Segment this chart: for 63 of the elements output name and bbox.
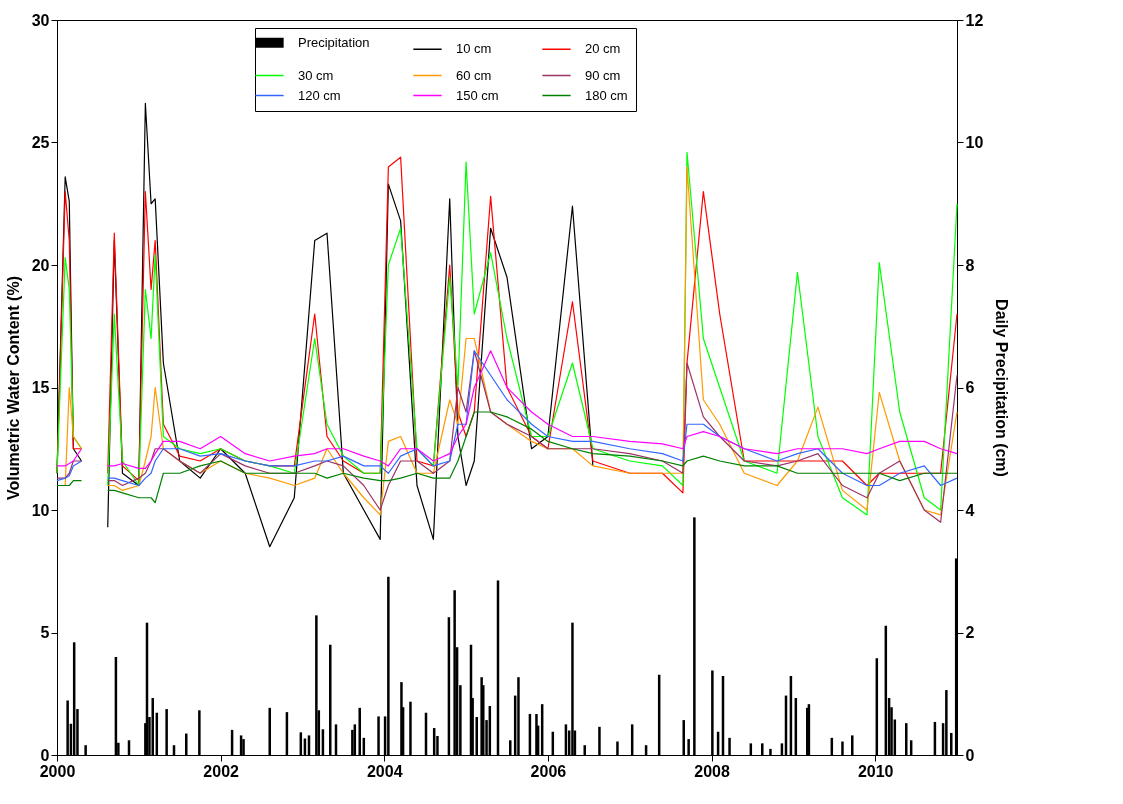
bar (950, 732, 953, 755)
bar (453, 590, 456, 755)
bar (377, 716, 380, 755)
bar (358, 707, 361, 755)
y-tick-label: 15 (31, 379, 50, 396)
legend-label: 120 cm (298, 87, 341, 103)
bar (687, 739, 690, 755)
bar (945, 690, 948, 755)
y2-tick-label: 2 (965, 624, 975, 641)
bar (409, 701, 412, 755)
x-tick-label: 2008 (694, 762, 730, 780)
y2-axis-title: Daily Precipitation (cm) (993, 299, 1011, 477)
x-tick-label: 2010 (857, 762, 894, 780)
legend-label: 90 cm (585, 67, 621, 83)
y2-tick-label: 10 (965, 134, 984, 151)
y-tick-label: 30 (31, 11, 50, 29)
bar (165, 709, 168, 755)
y-axis-title: Volumetric Water Content (%) (4, 275, 22, 501)
bar (151, 698, 154, 755)
legend-label: 20 cm (585, 41, 621, 57)
y2-tick-label: 12 (965, 11, 984, 29)
bar (571, 622, 574, 755)
x-tick-label: 2004 (366, 762, 403, 780)
x-tick-label: 2000 (39, 762, 76, 780)
bar (769, 748, 772, 755)
bar (693, 517, 696, 755)
bar (905, 723, 908, 755)
y2-tick-label: 8 (965, 256, 975, 274)
bar (387, 576, 390, 755)
bar (598, 726, 601, 755)
bar (728, 737, 731, 755)
legend-label: 10 cm (456, 41, 492, 57)
x-tick-label: 2006 (530, 762, 567, 780)
y-tick-label: 10 (31, 501, 50, 519)
bar (761, 743, 764, 755)
bar (682, 720, 685, 755)
y-tick-label: 5 (40, 624, 50, 641)
bar (185, 733, 188, 755)
bar (841, 741, 844, 755)
legend-label: 60 cm (456, 67, 492, 83)
y-tick-label: 20 (31, 256, 50, 274)
bar (268, 707, 271, 755)
bar (198, 710, 201, 755)
bar (84, 745, 87, 755)
bar (315, 615, 318, 755)
bar (583, 745, 586, 755)
bar (509, 740, 512, 755)
y-tick-label: 0 (40, 746, 50, 764)
legend-label: 30 cm (298, 67, 334, 83)
bar (616, 741, 619, 755)
y-tick-label: 25 (31, 134, 50, 151)
bar (242, 739, 245, 755)
legend-label: 180 cm (585, 87, 628, 103)
y2-tick-label: 0 (965, 746, 975, 764)
bar (851, 735, 854, 755)
legend-label: 150 cm (456, 87, 499, 103)
y2-tick-label: 4 (965, 501, 975, 519)
y2-tick-label: 6 (965, 379, 975, 396)
x-tick-label: 2002 (203, 762, 240, 780)
legend-label: Precipitation (298, 34, 370, 50)
bar (329, 644, 332, 755)
bar (517, 677, 520, 755)
bar (66, 700, 69, 755)
